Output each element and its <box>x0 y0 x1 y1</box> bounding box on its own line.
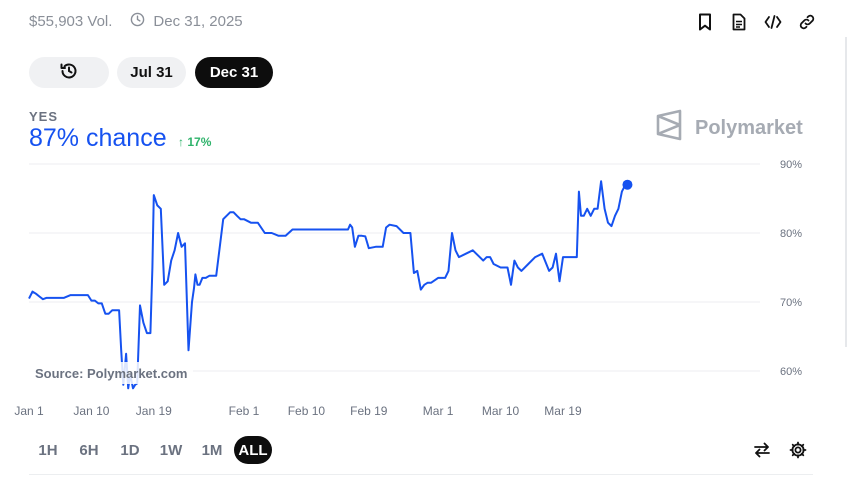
chart-controls <box>752 440 808 460</box>
x-tick-label: Mar 19 <box>544 404 582 418</box>
swap-icon[interactable] <box>752 440 772 460</box>
range-1w[interactable]: 1W <box>159 441 183 459</box>
bottom-divider <box>29 474 813 475</box>
range-1m[interactable]: 1M <box>201 441 223 459</box>
x-tick-label: Mar 10 <box>482 404 520 418</box>
y-tick-label: 90% <box>780 159 802 171</box>
y-axis-ticks: 60% 70% 80% 90% <box>780 159 802 378</box>
end-date-text: Dec 31, 2025 <box>153 13 243 30</box>
polymarket-logo-icon <box>655 109 685 147</box>
range-6h[interactable]: 6H <box>79 441 99 459</box>
x-axis-ticks: Jan 1 Jan 10 Jan 19 Feb 1 Feb 10 Feb 19 Mar 1 M… <box>14 404 582 418</box>
x-tick-label: Jan 1 <box>14 404 44 418</box>
clock-icon <box>130 12 145 31</box>
series-end-point <box>622 179 633 190</box>
outcome-label: YES <box>29 109 59 124</box>
x-tick-label: Jan 10 <box>73 404 109 418</box>
x-tick-label: Jan 19 <box>136 404 172 418</box>
polymarket-logo: Polymarket <box>655 109 803 147</box>
polymarket-logo-text: Polymarket <box>695 116 803 139</box>
source-label: Source: Polymarket.com <box>29 362 194 384</box>
y-tick-label: 70% <box>780 297 802 309</box>
range-all[interactable]: ALL <box>234 436 272 464</box>
panel-divider <box>845 37 847 347</box>
y-tick-label: 60% <box>780 366 802 378</box>
x-tick-label: Feb 10 <box>288 404 326 418</box>
series-line-yes <box>28 180 628 390</box>
history-icon <box>59 61 79 85</box>
market-meta: $55,903 Vol. Dec 31, 2025 <box>29 12 243 31</box>
link-icon[interactable] <box>797 12 817 32</box>
x-tick-label: Mar 1 <box>423 404 454 418</box>
y-tick-label: 80% <box>780 228 802 240</box>
x-tick-label: Feb 19 <box>350 404 388 418</box>
time-range-selector: 1H 6H 1D 1W 1M ALL <box>29 436 275 464</box>
history-button[interactable] <box>29 57 109 88</box>
range-1d[interactable]: 1D <box>120 441 140 459</box>
arrow-up-icon: ↑ <box>178 135 184 149</box>
bookmark-icon[interactable] <box>695 12 715 32</box>
code-icon[interactable] <box>763 12 783 32</box>
settings-icon[interactable] <box>788 440 808 460</box>
date-pill-jul-31[interactable]: Jul 31 <box>117 57 186 88</box>
range-1h[interactable]: 1H <box>38 441 58 459</box>
chance-value: 87% chance <box>29 124 167 152</box>
header-toolbar <box>695 12 817 32</box>
document-icon[interactable] <box>729 12 749 32</box>
x-tick-label: Feb 1 <box>229 404 260 418</box>
date-pill-dec-31[interactable]: Dec 31 <box>195 57 273 88</box>
delta-value: 17% <box>187 135 212 149</box>
chance-delta: ↑ 17% <box>178 135 211 149</box>
volume-text: $55,903 Vol. <box>29 13 113 30</box>
